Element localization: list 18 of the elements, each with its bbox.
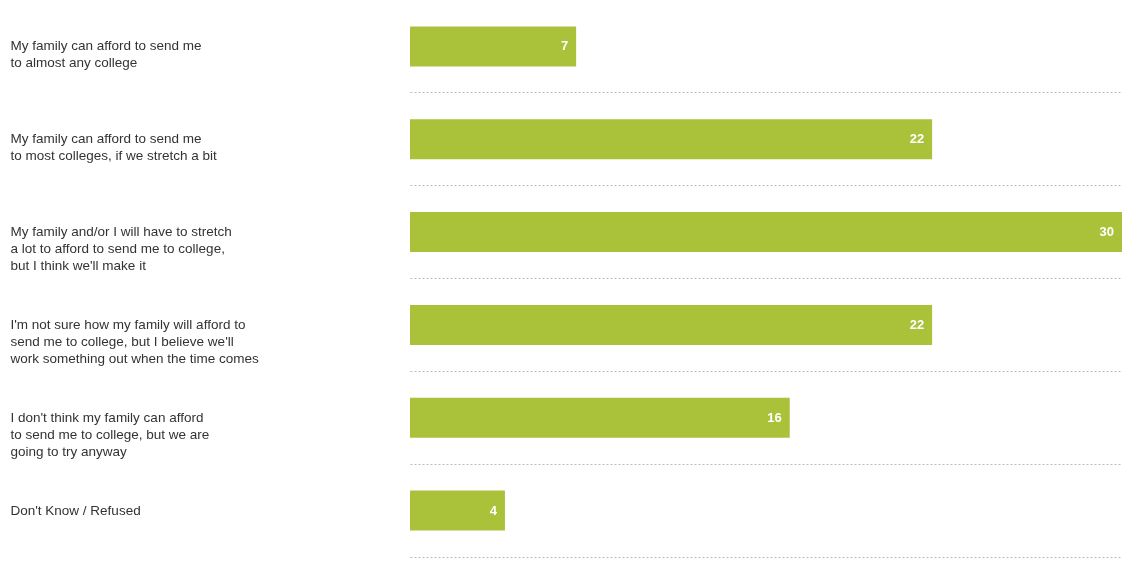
data-label: 4: [489, 502, 498, 518]
bar: [410, 212, 1122, 253]
y-tick-label: My family and/or I will have to stretch a lot to afford to send me to college, but I think we'll make it: [10, 224, 232, 274]
data-label: 30: [1099, 224, 1114, 240]
y-tick-label: Don't Know / Refused: [10, 502, 141, 518]
data-label: 22: [909, 131, 925, 147]
y-tick-label: I'm not sure how my family will afford to send me to college, but I believe we'll work something out when the time comes: [9, 316, 260, 366]
bar: [410, 397, 790, 438]
y-tick-label: My family can afford to send me to almost any college: [10, 38, 202, 71]
bar: [410, 304, 933, 345]
data-label: 22: [909, 316, 925, 332]
y-tick-label: I don't think my family can afford to send me to college, but we are going to try anyway: [10, 409, 210, 459]
data-label: 16: [767, 409, 782, 425]
bar: [410, 490, 505, 531]
data-label: 7: [560, 38, 569, 54]
bar: [410, 119, 933, 160]
y-tick-label: My family can afford to send me to most colleges, if we stretch a bit: [10, 131, 218, 164]
bar: [410, 26, 577, 67]
